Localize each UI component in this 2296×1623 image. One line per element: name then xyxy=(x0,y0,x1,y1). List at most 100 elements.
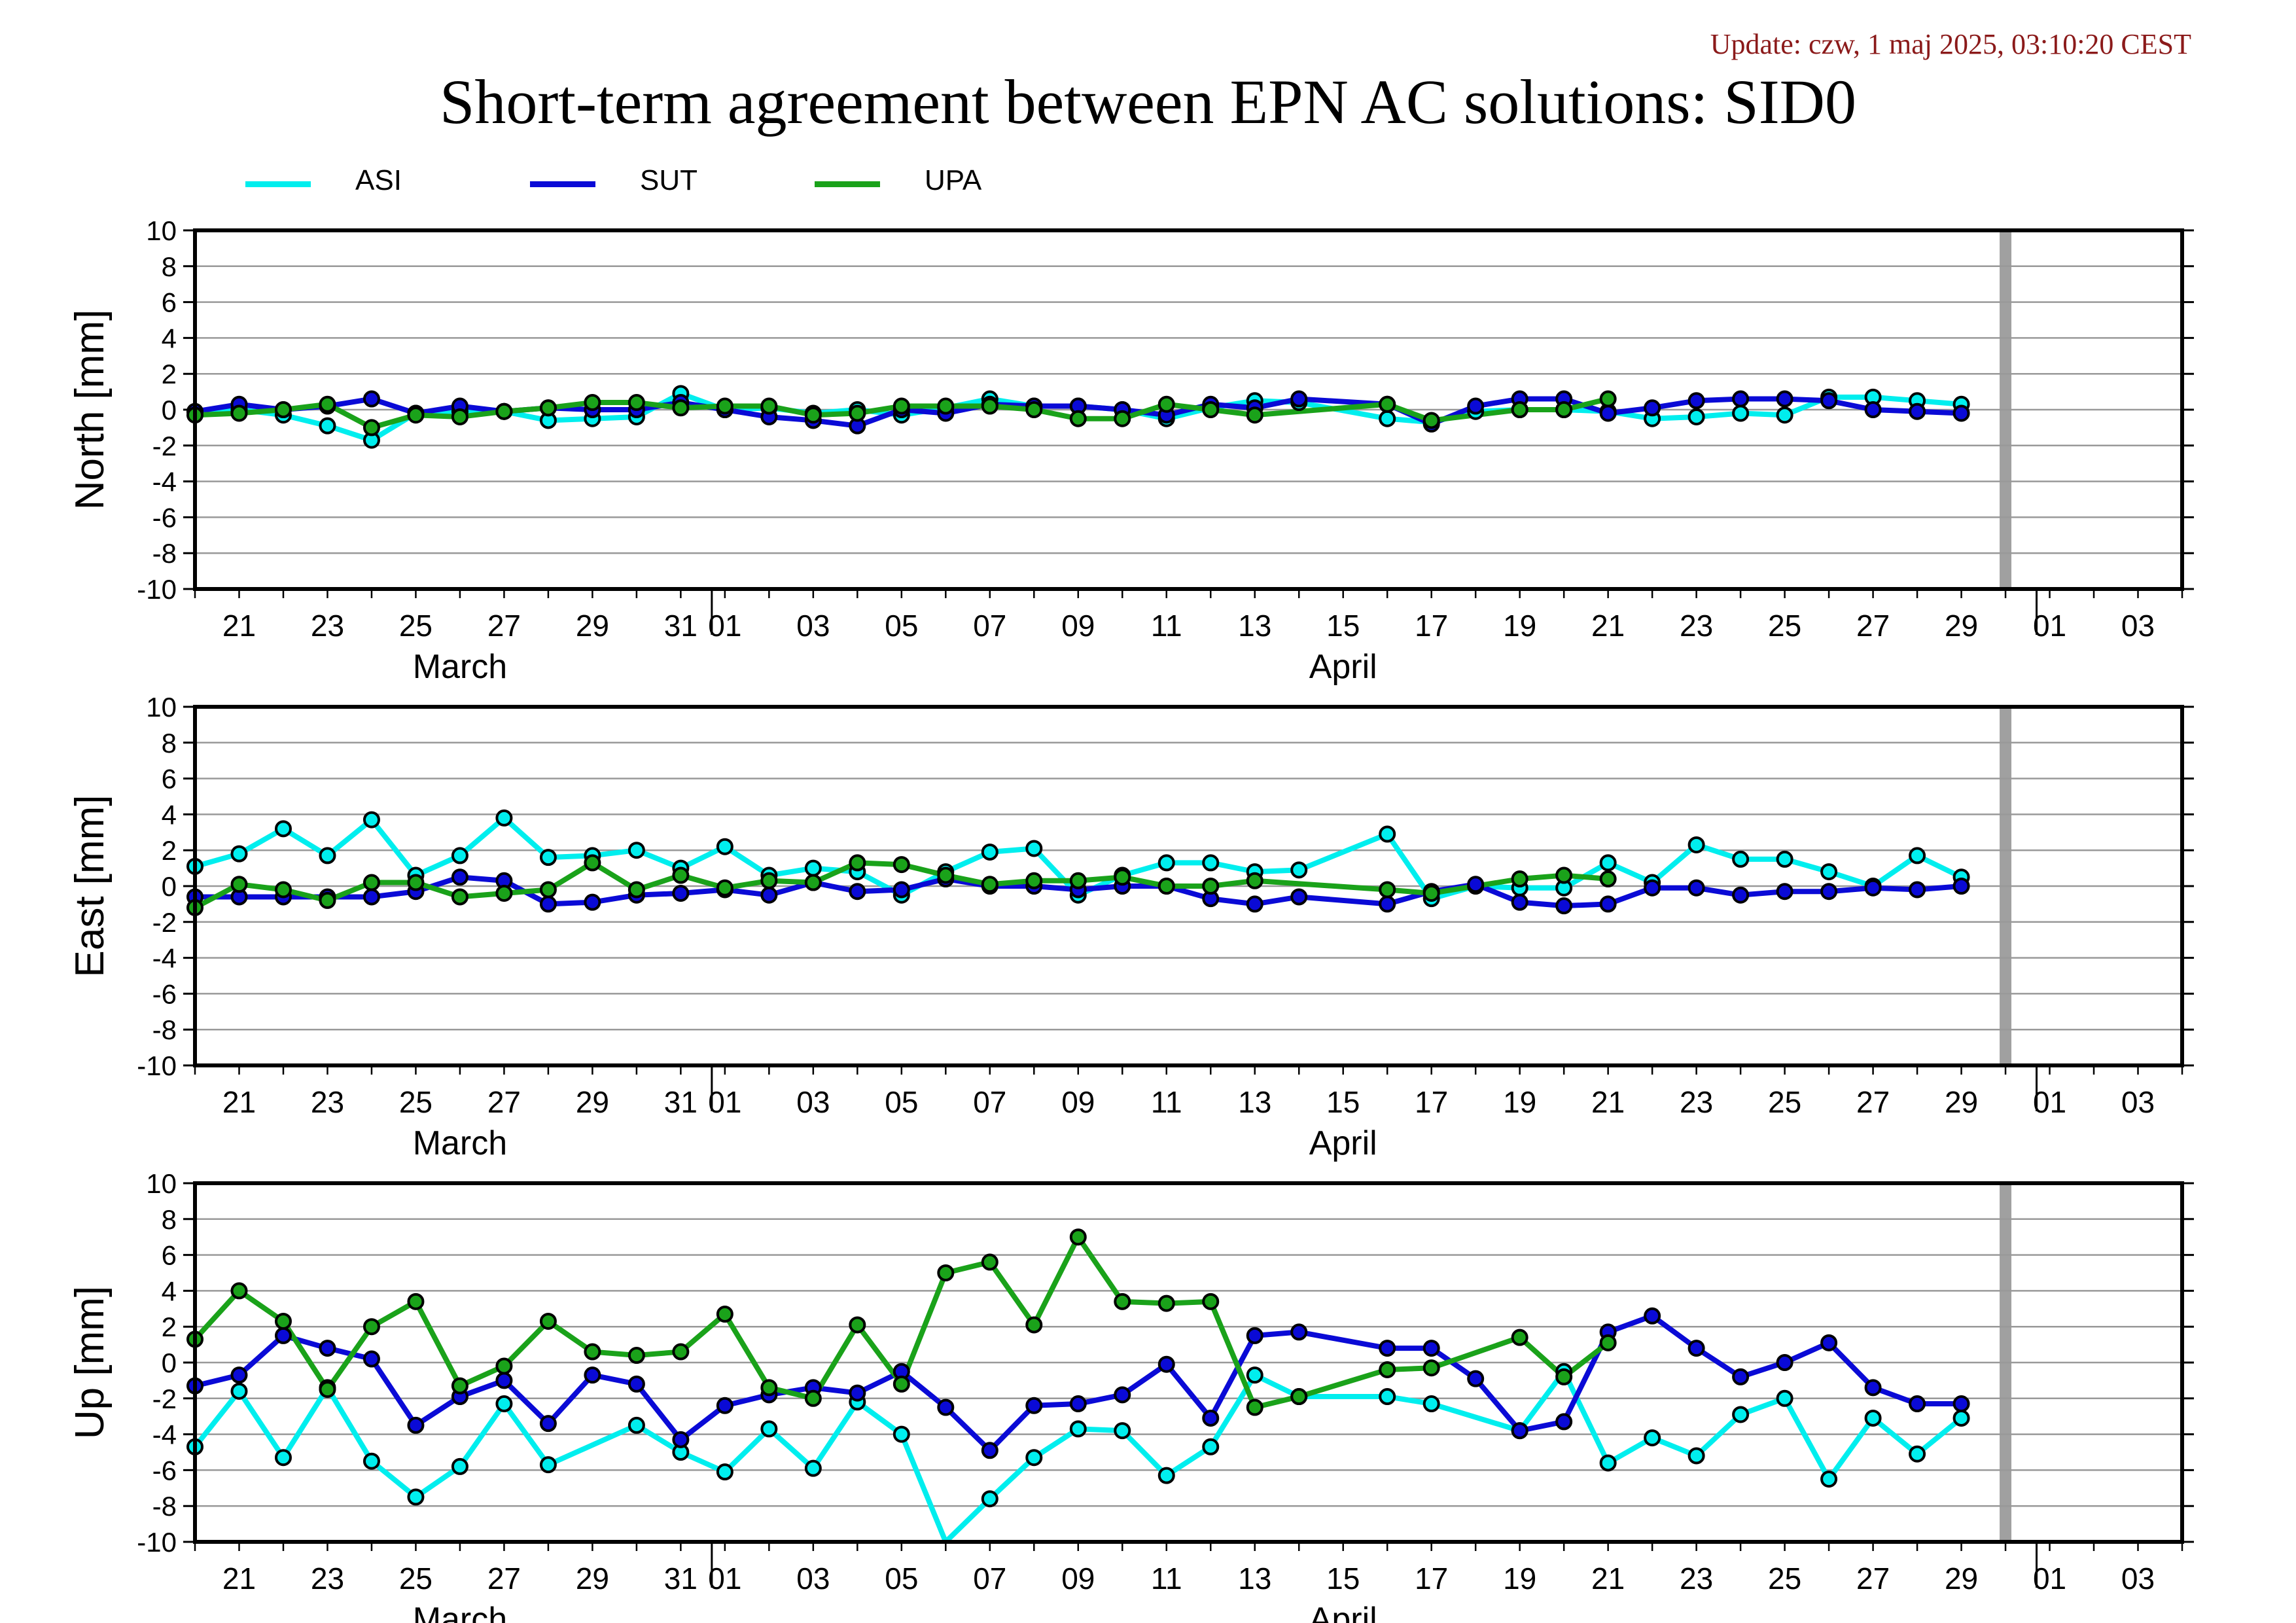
data-point-sut xyxy=(1599,895,1617,913)
data-point-sut xyxy=(1820,392,1838,410)
data-point-upa xyxy=(981,876,998,893)
data-point-upa xyxy=(1202,878,1220,895)
x-tick-label: 15 xyxy=(1326,609,1360,643)
data-point-sut xyxy=(849,883,866,901)
data-point-sut xyxy=(1644,1307,1661,1325)
y-tick-label: -8 xyxy=(152,538,177,569)
data-point-upa xyxy=(1511,870,1528,888)
x-tick-label: 15 xyxy=(1326,1085,1360,1119)
y-tick-label: -4 xyxy=(152,467,177,497)
y-tick-label: -6 xyxy=(152,502,177,533)
y-axis-label: East [mm] xyxy=(67,794,113,977)
data-point-sut xyxy=(1246,895,1263,913)
data-point-sut xyxy=(1732,1368,1750,1385)
data-point-asi xyxy=(892,1425,910,1443)
data-point-upa xyxy=(319,395,336,413)
data-point-sut xyxy=(1776,390,1793,408)
update-timestamp: Update: czw, 1 maj 2025, 03:10:20 CEST xyxy=(1710,28,2191,60)
legend-swatch-sut xyxy=(530,181,595,187)
data-point-upa xyxy=(1555,866,1573,884)
data-point-sut xyxy=(1467,1370,1485,1387)
data-point-asi xyxy=(804,1459,822,1477)
data-point-sut xyxy=(1776,883,1793,901)
data-point-asi xyxy=(230,1382,248,1400)
data-point-upa xyxy=(804,874,822,891)
data-point-sut xyxy=(1202,1409,1220,1427)
y-tick-label: -6 xyxy=(152,1455,177,1486)
data-point-sut xyxy=(539,1415,557,1433)
data-point-upa xyxy=(1246,406,1263,424)
x-tick-label: 17 xyxy=(1415,609,1448,643)
x-tick-label: 01 xyxy=(708,1561,741,1596)
data-point-asi xyxy=(407,1488,425,1506)
month-label: March xyxy=(413,1601,507,1623)
y-tick-label: 2 xyxy=(162,359,177,389)
data-point-upa xyxy=(1069,872,1087,889)
data-point-sut xyxy=(362,888,380,906)
data-point-asi xyxy=(1687,836,1705,853)
data-point-upa xyxy=(451,888,468,906)
x-tick-label: 23 xyxy=(1680,609,1713,643)
data-point-sut xyxy=(362,1350,380,1368)
data-point-upa xyxy=(1025,872,1043,889)
x-tick-label: 01 xyxy=(2033,1085,2066,1119)
x-tick-label: 05 xyxy=(885,1561,918,1596)
data-point-upa xyxy=(1599,390,1617,408)
data-point-sut xyxy=(495,1372,513,1389)
data-point-upa xyxy=(1422,412,1440,429)
data-point-asi xyxy=(362,1452,380,1470)
data-point-upa xyxy=(937,397,955,415)
x-tick-label: 29 xyxy=(576,1561,609,1596)
data-point-upa xyxy=(716,879,733,897)
x-tick-label: 19 xyxy=(1503,1085,1536,1119)
data-point-asi xyxy=(539,849,557,866)
data-point-asi xyxy=(1025,840,1043,857)
x-tick-label: 11 xyxy=(1151,1561,1182,1596)
data-point-upa xyxy=(1422,884,1440,902)
data-point-asi xyxy=(1290,861,1308,879)
data-point-upa xyxy=(407,406,425,424)
data-point-asi xyxy=(274,1449,292,1467)
data-point-upa xyxy=(981,1253,998,1271)
data-point-asi xyxy=(1732,850,1750,868)
data-point-upa xyxy=(539,881,557,899)
data-point-asi xyxy=(1909,1445,1926,1463)
data-point-asi xyxy=(230,845,248,863)
data-point-sut xyxy=(584,893,601,911)
x-tick-label: 23 xyxy=(311,1085,344,1119)
x-tick-label: 23 xyxy=(1680,1561,1713,1596)
data-point-asi xyxy=(1687,1447,1705,1465)
x-tick-label: 29 xyxy=(576,1085,609,1119)
data-point-asi xyxy=(1114,1422,1131,1440)
x-tick-label: 03 xyxy=(796,1561,830,1596)
data-point-asi xyxy=(451,1457,468,1475)
data-point-sut xyxy=(1644,879,1661,897)
data-point-sut xyxy=(672,884,690,902)
data-point-sut xyxy=(1732,390,1750,408)
x-tick-label: 07 xyxy=(973,1561,1006,1596)
data-point-upa xyxy=(1114,868,1131,886)
data-point-sut xyxy=(1379,1340,1396,1357)
data-point-asi xyxy=(319,847,336,865)
data-point-upa xyxy=(1599,870,1617,888)
y-tick-label: 6 xyxy=(162,1240,177,1271)
data-point-sut xyxy=(1422,1340,1440,1357)
month-label: March xyxy=(413,648,507,686)
data-point-upa xyxy=(1157,1294,1175,1312)
data-point-sut xyxy=(407,1416,425,1434)
x-tick-label: 31 xyxy=(664,1085,698,1119)
data-point-asi xyxy=(1069,1420,1087,1438)
data-point-sut xyxy=(1157,1355,1175,1373)
data-point-sut xyxy=(1952,1395,1970,1413)
data-point-upa xyxy=(1025,1316,1043,1334)
data-point-sut xyxy=(1909,881,1926,899)
data-point-sut xyxy=(1555,1413,1573,1431)
data-point-sut xyxy=(1467,876,1485,893)
data-point-upa xyxy=(539,399,557,417)
x-tick-label: 15 xyxy=(1326,1561,1360,1596)
data-point-sut xyxy=(1644,399,1661,417)
data-point-sut xyxy=(1379,895,1396,913)
y-tick-label: 4 xyxy=(162,1275,177,1306)
data-point-sut xyxy=(1025,1397,1043,1414)
data-point-sut xyxy=(1909,402,1926,420)
